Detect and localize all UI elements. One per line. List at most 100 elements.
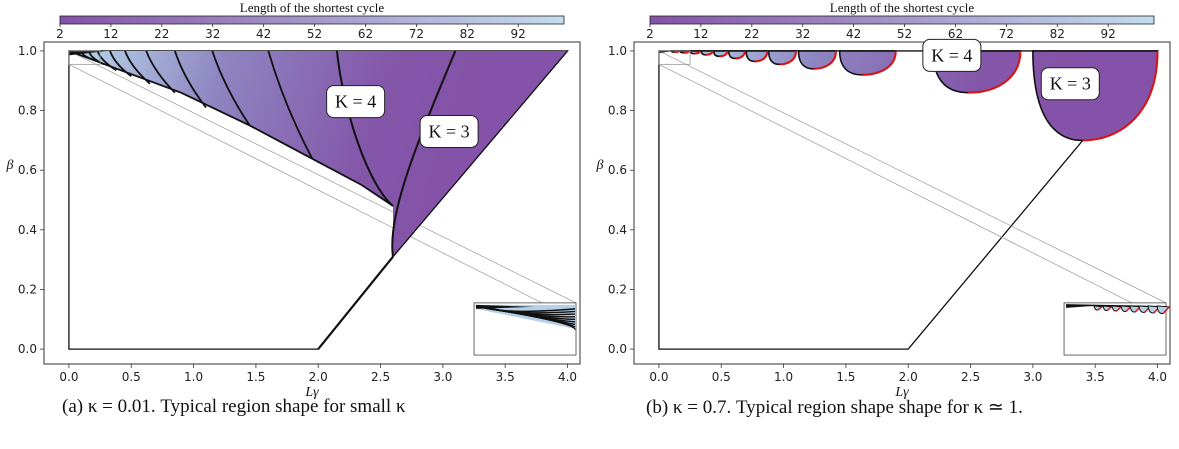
y-tick-label: 0.8 — [18, 104, 37, 118]
y-axis-label: β — [6, 158, 14, 173]
k4-label-box — [922, 38, 982, 72]
x-tick-label: 2.5 — [961, 370, 980, 384]
boundary-diagonal — [317, 255, 394, 350]
y-tick-label: 0.2 — [608, 282, 627, 296]
zoom-region-box — [68, 50, 101, 65]
colorbar-tick-label: 82 — [460, 27, 475, 41]
x-axis-label: Lγ — [304, 385, 319, 400]
colorbar-tick-label: 22 — [744, 27, 759, 41]
x-tick-label: 0.0 — [649, 370, 668, 384]
lobe-red-boundary — [694, 50, 702, 55]
inset-red-edge — [1097, 306, 1103, 311]
colorbar-title: Length of the shortest cycle — [830, 0, 975, 15]
inset-connector-line — [658, 50, 1167, 304]
k3-label-box — [419, 114, 479, 148]
x-tick-label: 2.0 — [309, 370, 328, 384]
x-tick-label: 0.0 — [59, 370, 78, 384]
lobe-red-boundary — [719, 50, 729, 58]
colorbar-tick-label: 32 — [205, 27, 220, 41]
colorbar-tick-label: 62 — [948, 27, 963, 41]
inset-lobe — [1147, 305, 1161, 314]
chart-a-svg: Length of the shortest cycle 2 12 22 32 42 52 6… — [6, 0, 581, 400]
y-tick-label: 0.4 — [608, 223, 627, 237]
y-tick-label: 0.8 — [608, 104, 627, 118]
colorbar-tick-label: 92 — [1101, 27, 1116, 41]
colorbar — [649, 15, 1155, 25]
colorbar — [59, 15, 565, 25]
x-tick-label: 4.0 — [558, 370, 577, 384]
inset-lobe — [1156, 305, 1171, 314]
lobe-red-boundary — [735, 50, 746, 60]
cycle-boundary-curve — [124, 50, 151, 85]
region-boundary — [68, 50, 394, 207]
colorbar-title: Length of the shortest cycle — [240, 0, 385, 15]
axes-frame — [633, 41, 1171, 365]
lobe-red-boundary — [813, 50, 837, 70]
k4-boundary-curve — [335, 50, 394, 207]
colorbar-tick-label: 12 — [103, 27, 118, 41]
chart-panel-b: Length of the shortest cycle 2 12 22 32 42 52 6… — [590, 0, 1179, 449]
lobe-red-boundary — [968, 50, 1022, 94]
colored-region — [68, 50, 568, 257]
y-tick-label: 1.0 — [18, 44, 37, 58]
chart-panel-a: Length of the shortest cycle 2 12 22 32 42 52 6… — [6, 0, 581, 417]
y-axis-label: β — [596, 158, 604, 173]
x-tick-label: 1.5 — [246, 370, 265, 384]
dense-wedge — [68, 50, 107, 56]
x-tick-label: 3.0 — [433, 370, 452, 384]
x-tick-label: 1.0 — [774, 370, 793, 384]
chart-b-svg: Length of the shortest cycle 2 12 22 32 42 52 6… — [596, 0, 1171, 400]
y-tick-label: 0.6 — [18, 163, 37, 177]
colorbar-tick-label: 12 — [693, 27, 708, 41]
x-tick-label: 0.5 — [712, 370, 731, 384]
inset-wedge — [1066, 304, 1095, 308]
axes-frame — [43, 41, 581, 365]
inset-connector-line — [658, 64, 1167, 321]
x-tick-label: 0.5 — [122, 370, 141, 384]
colorbar-tick-label: 82 — [1050, 27, 1065, 41]
y-tick-label: 0.6 — [608, 163, 627, 177]
colorbar-tick-label: 42 — [846, 27, 861, 41]
x-tick-label: 3.0 — [1023, 370, 1042, 384]
k4-label-box — [326, 85, 386, 119]
cycle-boundary-curve — [267, 50, 313, 159]
colorbar-tick-label: 62 — [358, 27, 373, 41]
colorbar-tick-label: 52 — [307, 27, 322, 41]
y-tick-label: 0.0 — [608, 342, 627, 356]
y-tick-label: 1.0 — [608, 44, 627, 58]
cycle-boundary-curve — [145, 50, 176, 94]
inset-lobe — [1111, 305, 1123, 312]
inset-red-edge — [1106, 306, 1113, 311]
zoom-region-box — [658, 50, 691, 65]
x-tick-label: 2.0 — [899, 370, 918, 384]
lobe-red-boundary — [705, 50, 714, 56]
cycle-boundary-curve — [211, 50, 251, 126]
x-tick-label: 4.0 — [1148, 370, 1167, 384]
x-tick-label: 3.5 — [1086, 370, 1105, 384]
colorbar-tick-label: 92 — [511, 27, 526, 41]
boundary-diagonal — [392, 50, 568, 258]
x-tick-label: 2.5 — [371, 370, 390, 384]
colorbar-tick-label: 2 — [56, 27, 64, 41]
caption-b: (b) κ = 0.7. Typical region shape shape … — [646, 397, 1023, 418]
caption-a: (a) κ = 0.01. Typical region shape for s… — [62, 396, 406, 417]
k3-label: K = 3 — [429, 121, 470, 141]
inset-connector-line — [68, 50, 577, 304]
lobe-red-boundary — [754, 50, 769, 63]
k4-label: K = 4 — [335, 92, 376, 112]
lobe-red-boundary — [862, 50, 897, 76]
y-tick-label: 0.4 — [18, 223, 37, 237]
x-tick-label: 1.5 — [836, 370, 855, 384]
inset-lobe — [1102, 305, 1113, 312]
inset-red-edge — [1116, 306, 1122, 312]
lobe-red-boundary — [1082, 50, 1159, 142]
colorbar-tick-label: 32 — [795, 27, 810, 41]
k3-label-box — [1040, 67, 1100, 101]
colorbar-tick-label: 52 — [897, 27, 912, 41]
inset-connector-line — [68, 64, 577, 321]
k3-label: K = 3 — [1050, 74, 1091, 94]
cycle-boundary-curve — [96, 50, 117, 72]
lobe-red-boundary — [779, 50, 798, 66]
colorbar-tick-label: 72 — [999, 27, 1014, 41]
k4-label: K = 4 — [931, 45, 972, 65]
